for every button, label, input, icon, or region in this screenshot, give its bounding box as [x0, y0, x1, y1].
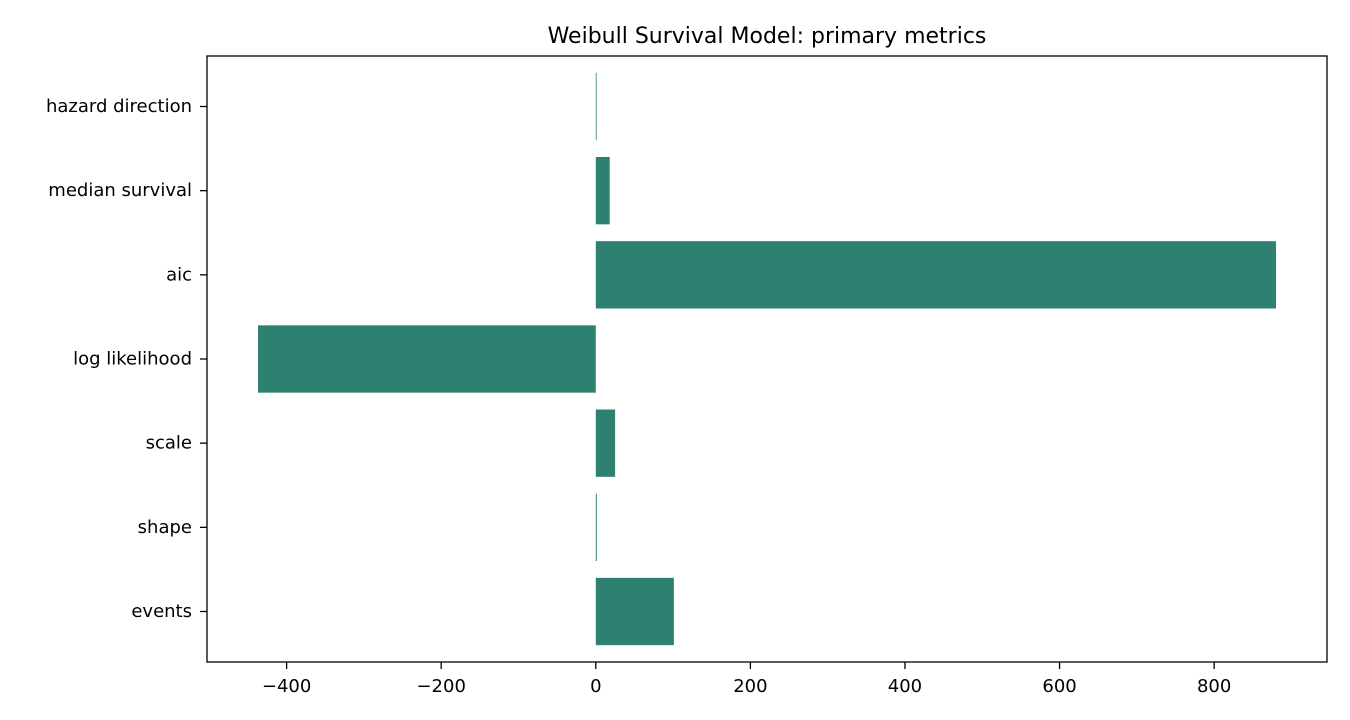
x-axis: −400 −200 0 200 400 600 800 [262, 662, 1231, 697]
bar-log-likelihood [258, 325, 596, 393]
y-tick-label: hazard direction [46, 96, 192, 117]
bar-shape [595, 493, 597, 561]
bar-scale [595, 409, 616, 477]
y-tick-label: scale [146, 433, 192, 454]
bar-events [595, 577, 674, 646]
y-tick-label: events [131, 601, 192, 622]
plot-frame [206, 55, 1328, 663]
x-tick-label: 0 [590, 676, 601, 697]
y-tick-label: aic [166, 264, 192, 285]
bar-aic [595, 241, 1276, 309]
x-tick-label: 200 [733, 676, 767, 697]
bar-median-survival [595, 157, 610, 225]
y-tick-label: median survival [48, 180, 192, 201]
bar-hazard-direction [595, 72, 597, 141]
x-tick-label: −200 [416, 676, 465, 697]
y-tick-label: shape [138, 517, 192, 538]
x-tick-label: 400 [888, 676, 922, 697]
chart-title: Weibull Survival Model: primary metrics [548, 24, 987, 49]
y-axis: events shape scale log likelihood aic median … [46, 96, 207, 622]
bars-group [258, 72, 1276, 646]
x-tick-label: 600 [1042, 676, 1076, 697]
x-tick-label: −400 [262, 676, 311, 697]
x-tick-label: 800 [1197, 676, 1231, 697]
y-tick-label: log likelihood [73, 349, 192, 370]
